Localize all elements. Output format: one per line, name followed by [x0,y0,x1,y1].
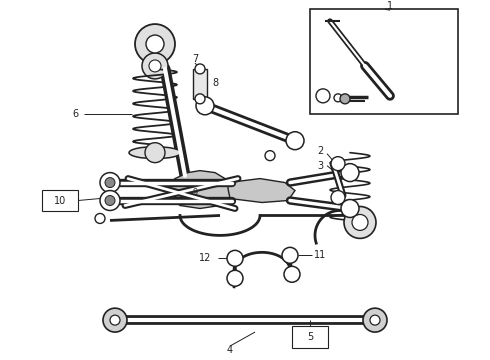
Circle shape [331,190,345,204]
Bar [292,326,328,348]
Text: 6: 6 [72,109,78,119]
Text: 8: 8 [212,78,218,88]
Circle shape [341,164,359,181]
Circle shape [331,157,345,171]
Circle shape [282,247,298,263]
Circle shape [265,151,275,161]
Text: 9: 9 [193,188,197,197]
Text: 10: 10 [54,195,66,206]
Circle shape [100,172,120,193]
Circle shape [334,94,342,102]
Circle shape [196,97,214,115]
Circle shape [340,94,350,104]
Circle shape [103,308,127,332]
Polygon shape [228,179,295,203]
Bar [42,190,78,211]
Circle shape [145,143,165,163]
Circle shape [363,308,387,332]
Text: 5: 5 [307,332,313,342]
Circle shape [149,60,161,72]
Circle shape [284,266,300,282]
Circle shape [227,250,243,266]
Text: 1: 1 [387,1,393,11]
Circle shape [286,132,304,150]
Ellipse shape [129,147,181,159]
Circle shape [344,207,376,238]
Circle shape [135,24,175,64]
Polygon shape [168,171,232,208]
Bar [310,9,458,114]
Circle shape [95,213,105,224]
Circle shape [316,89,330,103]
Circle shape [370,315,380,325]
Circle shape [227,270,243,286]
Circle shape [146,35,164,53]
Text: 7: 7 [192,54,198,64]
Circle shape [352,215,368,230]
Text: 11: 11 [314,250,326,260]
Circle shape [195,64,205,74]
Text: 12: 12 [199,253,211,263]
Circle shape [110,315,120,325]
Circle shape [142,53,168,79]
Circle shape [341,199,359,217]
Circle shape [105,195,115,206]
Circle shape [105,177,115,188]
Circle shape [100,190,120,211]
Text: 2: 2 [317,146,323,156]
Text: 4: 4 [227,345,233,355]
Text: 3: 3 [317,161,323,171]
Bar [193,69,207,99]
Circle shape [195,94,205,104]
